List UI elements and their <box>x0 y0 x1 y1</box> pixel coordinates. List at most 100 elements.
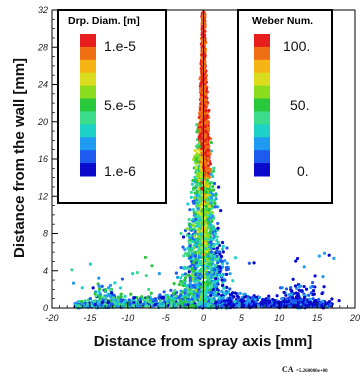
droplet-point <box>102 295 106 299</box>
colorbar-band <box>254 85 270 100</box>
droplet-point <box>179 276 183 280</box>
droplet-point <box>217 296 222 300</box>
droplet-point <box>206 221 211 225</box>
x-tick-label: 20 <box>349 313 360 323</box>
droplet-point <box>275 294 279 298</box>
droplet-point <box>230 303 234 307</box>
legend-drop-diameter: Drp. Diam. [m] 1.e-5 5.e-5 1.e-6 <box>57 9 167 204</box>
droplet-point <box>207 218 211 222</box>
droplet-point <box>196 230 200 234</box>
droplet-point <box>181 245 185 249</box>
droplet-point <box>110 291 114 295</box>
droplet-point <box>267 305 271 309</box>
droplet-point <box>117 302 121 306</box>
droplet-point <box>98 287 102 291</box>
droplet-point <box>212 254 217 258</box>
droplet-point <box>244 294 248 299</box>
droplet-point <box>213 232 217 236</box>
droplet-point <box>191 208 195 212</box>
droplet-point <box>328 303 332 307</box>
droplet-point <box>246 297 250 301</box>
droplet-point <box>215 246 220 250</box>
droplet-point <box>200 178 204 182</box>
droplet-point <box>297 284 302 289</box>
droplet-point <box>97 303 101 307</box>
y-tick-label: 24 <box>37 80 48 90</box>
droplet-point <box>105 294 109 298</box>
droplet-point <box>309 285 313 289</box>
droplet-point <box>204 184 208 188</box>
droplet-point <box>196 302 201 306</box>
droplet-point <box>297 304 301 309</box>
droplet-point <box>111 296 116 300</box>
droplet-point <box>119 292 123 296</box>
droplet-point <box>185 233 189 237</box>
droplet-point <box>278 286 283 290</box>
x-tick-label: 15 <box>312 313 323 323</box>
droplet-point <box>187 267 191 271</box>
droplet-point <box>197 157 201 161</box>
droplet-point <box>196 234 201 238</box>
droplet-point <box>225 285 229 289</box>
y-axis-ticks: 0 4 8 12 16 20 24 28 32 <box>37 5 58 313</box>
crank-angle-value: =5.260000e+00 <box>296 369 328 374</box>
droplet-point <box>324 302 328 306</box>
droplet-point <box>217 185 221 189</box>
droplet-point <box>187 251 191 255</box>
droplet-point <box>229 300 233 304</box>
droplet-point <box>191 217 195 221</box>
droplet-point <box>294 259 298 263</box>
droplet-point <box>285 300 289 304</box>
droplet-point <box>295 286 299 291</box>
droplet-point <box>213 205 217 209</box>
droplet-point <box>141 297 146 301</box>
droplet-point <box>135 295 139 300</box>
droplet-point <box>199 131 204 136</box>
x-tick-label: 0 <box>201 313 206 323</box>
droplet-point <box>157 272 161 276</box>
droplet-point <box>322 285 326 289</box>
droplet-point <box>287 292 292 297</box>
droplet-point <box>197 222 201 226</box>
droplet-point <box>108 283 113 287</box>
droplet-point <box>108 293 112 297</box>
droplet-point <box>223 278 227 282</box>
droplet-point <box>299 297 303 302</box>
droplet-point <box>208 260 212 264</box>
droplet-point <box>195 168 199 173</box>
droplet-point <box>303 295 307 300</box>
droplet-point <box>212 245 216 249</box>
droplet-point <box>322 251 327 255</box>
droplet-point <box>203 133 208 137</box>
x-axis-label: Distance from spray axis [mm] <box>94 333 312 350</box>
droplet-point <box>190 239 195 244</box>
droplet-point <box>330 297 334 301</box>
x-tick-label: -15 <box>83 313 97 323</box>
droplet-point <box>187 270 191 274</box>
x-tick-label: 5 <box>239 313 245 323</box>
legend-weber-number-title: Weber Num. <box>252 15 313 27</box>
colorbar-band <box>80 163 96 177</box>
droplet-point <box>193 266 197 270</box>
droplet-point <box>206 156 210 161</box>
legend-weber-number-colorbar <box>254 34 270 177</box>
droplet-point <box>226 299 230 303</box>
droplet-point <box>300 289 304 293</box>
droplet-point <box>190 247 194 251</box>
droplet-point <box>203 304 207 308</box>
droplet-point <box>185 227 189 231</box>
droplet-point <box>162 296 166 300</box>
droplet-point <box>116 296 120 300</box>
droplet-point <box>206 211 210 215</box>
droplet-point <box>272 303 276 307</box>
droplet-point <box>195 190 199 194</box>
droplet-point <box>198 84 203 88</box>
droplet-point <box>220 273 224 278</box>
colorbar-band <box>254 46 270 61</box>
droplet-point <box>162 300 166 304</box>
droplet-point <box>332 256 336 260</box>
droplet-point <box>74 304 78 308</box>
droplet-point <box>206 302 210 306</box>
droplet-point <box>320 291 324 296</box>
droplet-point <box>198 253 202 257</box>
